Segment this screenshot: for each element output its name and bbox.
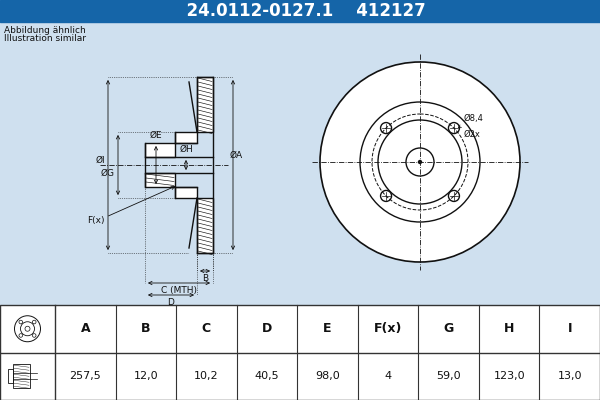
Text: Abbildung ähnlich: Abbildung ähnlich: [4, 26, 86, 35]
Text: ØH: ØH: [179, 145, 193, 154]
Text: 24.0112-0127.1    412127: 24.0112-0127.1 412127: [175, 2, 425, 20]
Text: ØA: ØA: [230, 150, 243, 160]
Text: 13,0: 13,0: [557, 371, 582, 381]
Text: E: E: [323, 322, 332, 335]
Polygon shape: [175, 187, 197, 198]
Text: I: I: [568, 322, 572, 335]
Polygon shape: [197, 77, 213, 132]
Circle shape: [320, 62, 520, 262]
Text: 98,0: 98,0: [315, 371, 340, 381]
Circle shape: [419, 160, 421, 164]
Text: 40,5: 40,5: [254, 371, 279, 381]
Text: 10,2: 10,2: [194, 371, 219, 381]
Text: 257,5: 257,5: [70, 371, 101, 381]
Text: ØG: ØG: [101, 168, 115, 178]
Text: C: C: [202, 322, 211, 335]
Text: D: D: [262, 322, 272, 335]
Text: D: D: [167, 298, 175, 307]
Text: F(x): F(x): [88, 216, 105, 224]
Bar: [0, 305, 600, 400]
Bar: [8, 369, 13, 383]
Text: G: G: [443, 322, 454, 335]
Polygon shape: [197, 198, 213, 253]
Text: H: H: [504, 322, 514, 335]
Text: ØI: ØI: [95, 156, 105, 164]
Text: B: B: [202, 274, 208, 283]
Text: Ø2x: Ø2x: [463, 130, 481, 139]
Text: Ate: Ate: [358, 185, 462, 239]
Text: ØE: ØE: [149, 131, 163, 140]
Text: Ø8,4: Ø8,4: [463, 114, 484, 123]
Text: F(x): F(x): [374, 322, 402, 335]
Polygon shape: [145, 143, 175, 157]
Polygon shape: [175, 132, 197, 143]
Text: C (MTH): C (MTH): [161, 286, 197, 295]
Text: B: B: [141, 322, 151, 335]
Polygon shape: [145, 173, 175, 187]
Text: A: A: [80, 322, 90, 335]
Text: 12,0: 12,0: [134, 371, 158, 381]
Text: 4: 4: [385, 371, 392, 381]
Text: 123,0: 123,0: [493, 371, 525, 381]
Bar: [0, 0, 600, 22]
Text: 59,0: 59,0: [436, 371, 461, 381]
Bar: [13, 364, 30, 388]
Text: Illustration similar: Illustration similar: [4, 34, 86, 43]
